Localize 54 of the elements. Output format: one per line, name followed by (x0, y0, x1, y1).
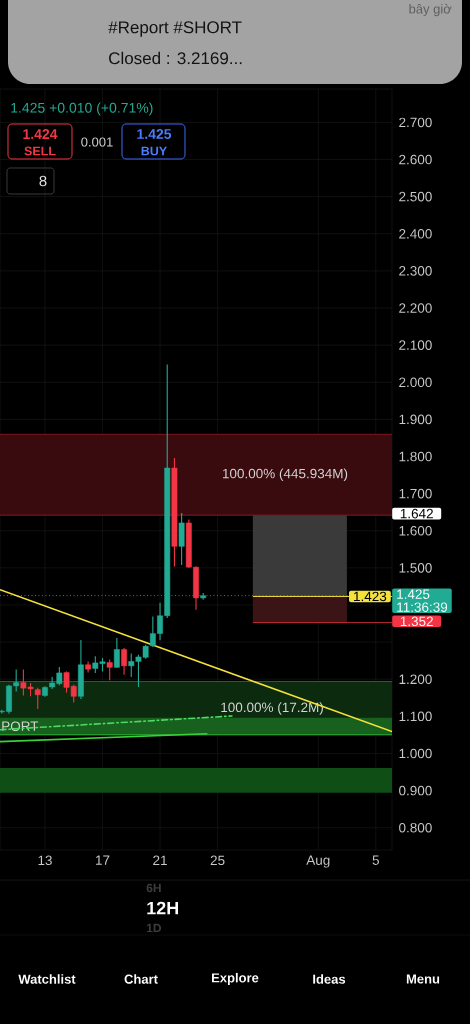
annotation: 1.425 +0.010 (+0.71%) (11, 102, 153, 116)
text: Ideas (313, 974, 346, 984)
ref-line-label: 1.423 (354, 591, 387, 602)
y-tick-label: 0.900 (399, 785, 432, 796)
band-label: PORT (2, 721, 39, 731)
candlestick (113, 637, 120, 669)
y-tick-label: 2.200 (399, 303, 432, 313)
y-tick-label: 2.500 (399, 191, 432, 202)
x-tick-label: 5 (372, 855, 379, 865)
text: 6H (146, 883, 161, 893)
y-tick-label: 2.700 (399, 117, 432, 128)
y-tick-label: 1.100 (399, 711, 432, 722)
candlestick (121, 647, 127, 676)
x-tick-label: 25 (210, 855, 225, 866)
band-label: 100.00% (445.934M) (222, 468, 348, 481)
candlestick (178, 512, 185, 566)
candlestick (106, 659, 113, 681)
x-tick-label: 17 (96, 855, 110, 865)
annotation: 0.001 (81, 137, 113, 147)
y-tick-label: 2.000 (399, 377, 432, 388)
y-tick-label: 2.400 (399, 228, 432, 239)
y-tick-label: 1.200 (399, 674, 432, 684)
ref-line-label: 1.352 (400, 616, 433, 627)
x-tick-label: 13 (38, 855, 52, 866)
y-tick-label: 0.800 (399, 822, 432, 833)
text: bây giờ (409, 3, 452, 17)
ref-line-label: 1.425 11:36:39 (397, 589, 448, 612)
annotation: BUY (141, 146, 167, 156)
band-label: 100.00% (17.2M) (221, 702, 323, 715)
y-tick-label: 1.800 (399, 451, 432, 462)
y-tick-label: 2.300 (399, 266, 432, 276)
y-tick-label: 2.600 (399, 154, 432, 165)
y-tick-label: 1.900 (399, 414, 432, 425)
ref-line-label: 1.642 (400, 508, 433, 519)
text: 1D (146, 923, 162, 933)
x-tick-label: 21 (153, 855, 167, 865)
text: 12H (147, 901, 179, 915)
y-tick-label: 1.600 (399, 525, 432, 536)
annotation: 8 (39, 175, 47, 187)
text: Chart (124, 974, 158, 984)
x-tick-label: Aug (306, 855, 330, 868)
candlestick (85, 660, 92, 674)
annotation: 1.425 (137, 129, 172, 139)
y-tick-label: 2.100 (399, 340, 432, 350)
text: #Report #SHORT (108, 21, 242, 37)
text: Menu (406, 974, 440, 984)
y-tick-label: 1.500 (399, 563, 432, 573)
text: Closed : 3.2169... (109, 51, 242, 65)
y-tick-label: 1.000 (399, 748, 432, 759)
text: Explore (212, 972, 259, 986)
y-tick-label: 1.700 (399, 488, 432, 499)
text: Watchlist (18, 974, 76, 984)
annotation: SELL (24, 146, 56, 156)
annotation: 1.424 (23, 129, 58, 139)
